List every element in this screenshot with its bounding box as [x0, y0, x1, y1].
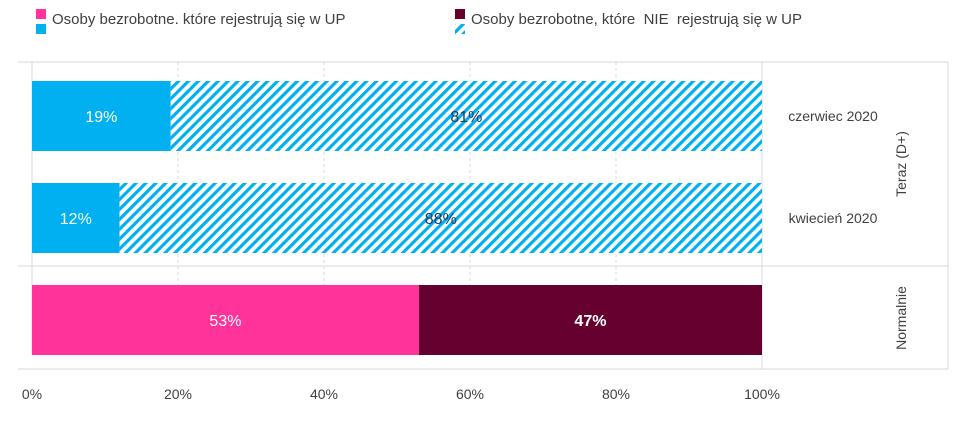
bar-segment — [170, 81, 762, 151]
legend-swatch-registered-pink — [36, 9, 46, 19]
bar-segment — [32, 81, 171, 151]
bar-segment — [418, 285, 762, 355]
x-tick-label: 100% — [744, 386, 780, 402]
bar-value-label: 19% — [85, 109, 117, 126]
bar-segment — [32, 183, 120, 253]
bar-segment — [32, 285, 419, 355]
x-tick-label: 0% — [22, 386, 42, 402]
legend-swatch-not-registered-dark — [455, 9, 465, 19]
category-labels: czerwiec 2020 kwiecień 2020 — [788, 108, 878, 226]
legend-label-not-registered: Osoby bezrobotne, które NIE rejestrują s… — [471, 11, 802, 28]
bar-segment — [119, 183, 763, 253]
category-label: czerwiec 2020 — [788, 108, 878, 124]
bar-value-label: 47% — [574, 313, 606, 330]
bar-value-label: 81% — [450, 109, 482, 126]
legend-label-registered: Osoby bezrobotne. które rejestrują się w… — [52, 11, 345, 28]
group-label-normalnie: Normalnie — [893, 286, 909, 350]
bar-value-label: 12% — [60, 211, 92, 228]
legend-swatch-registered-blue — [36, 24, 46, 34]
bar-value-label: 88% — [425, 211, 457, 228]
group-label-teraz: Teraz (D+) — [893, 131, 909, 197]
x-tick-label: 20% — [164, 386, 192, 402]
category-label: kwiecień 2020 — [789, 210, 878, 226]
legend: Osoby bezrobotne. które rejestrują się w… — [36, 9, 802, 34]
x-tick-label: 60% — [456, 386, 484, 402]
bar-value-labels: 19% 81% 12% 88% 53% 47% — [60, 109, 607, 330]
x-tick-label: 40% — [310, 386, 338, 402]
bar-value-label: 53% — [209, 313, 241, 330]
bars — [32, 81, 763, 355]
x-axis-ticks: 0% 20% 40% 60% 80% 100% — [22, 386, 780, 402]
legend-swatch-not-registered-hatch — [455, 24, 465, 34]
x-tick-label: 80% — [602, 386, 630, 402]
